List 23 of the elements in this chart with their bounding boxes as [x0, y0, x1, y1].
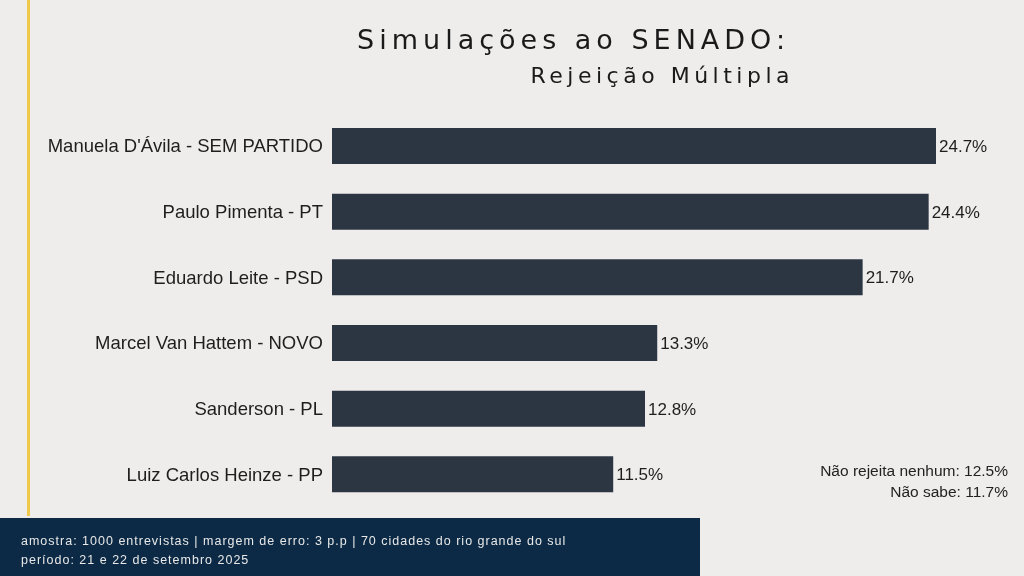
data-label: 24.7% [939, 137, 988, 157]
footer-panel: amostra: 1000 entrevistas | margem de erro: 3 p.p | 70 cidades do rio grande do sul período: 21 e 22 de setembro 2025 [0, 518, 700, 576]
y-tick-label: Marcel Van Hattem - NOVO [95, 332, 323, 354]
y-tick-label: Sanderson - PL [194, 398, 323, 420]
bar [332, 456, 614, 493]
data-label: 11.5% [616, 465, 664, 485]
bar [332, 193, 929, 230]
y-tick-label: Paulo Pimenta - PT [162, 201, 323, 223]
bar [332, 390, 645, 427]
chart-title: Simulações ao SENADO: [357, 24, 790, 55]
y-tick-label: Eduardo Leite - PSD [153, 266, 323, 288]
data-label: 13.3% [660, 334, 709, 354]
y-tick-label: Manuela D'Ávila - SEM PARTIDO [47, 135, 323, 157]
y-tick-label: Luiz Carlos Heinze - PP [126, 463, 323, 485]
chart-subtitle: Rejeição Múltipla [530, 63, 794, 88]
annotation: Não rejeita nenhum: 12.5% [820, 461, 1008, 481]
bar [332, 325, 658, 361]
data-label: 24.4% [931, 202, 980, 222]
bar [332, 259, 863, 296]
annotation: Não sabe: 11.7% [889, 482, 1008, 502]
data-label: 12.8% [648, 399, 697, 419]
data-label: 21.7% [865, 268, 914, 288]
bar [332, 128, 936, 164]
